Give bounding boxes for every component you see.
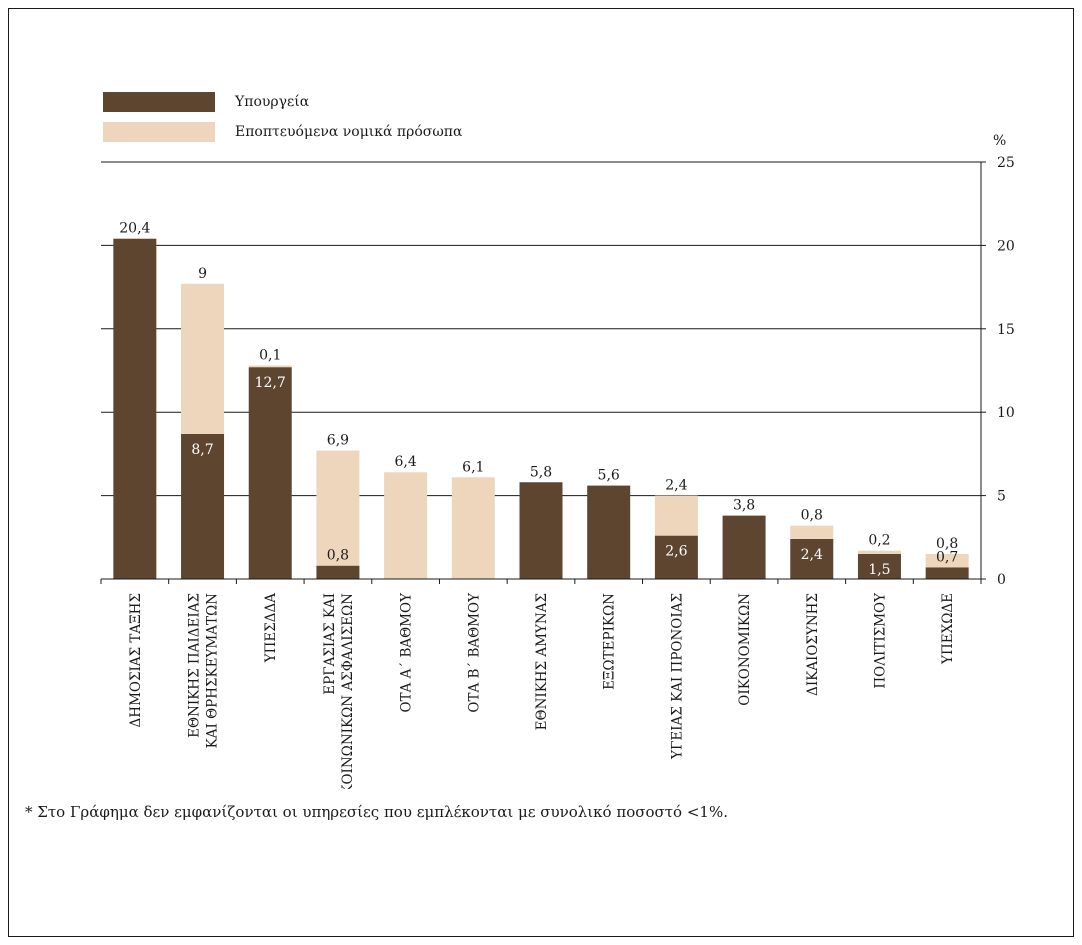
category-label: ΕΘΝΙΚΗΣ ΑΜΥΝΑΣ: [534, 593, 550, 730]
data-label: 9: [198, 266, 207, 282]
gridlines: [101, 161, 981, 497]
data-label: 2,4: [801, 547, 823, 563]
data-label: 0,8: [327, 548, 349, 564]
data-label: 0,8: [801, 508, 823, 524]
y-tick-label: 25: [997, 155, 1015, 171]
bar-ministries: [654, 535, 698, 579]
legend-label: Υπουργεία: [234, 93, 310, 110]
chart-frame: Υπουργεία Εποπτευόμενα νομικά πρόσωπα 20,…: [8, 8, 1074, 937]
data-label: 5,6: [598, 468, 620, 484]
legend: Υπουργεία Εποπτευόμενα νομικά πρόσωπα: [103, 92, 463, 142]
bar-supervised-entities: [857, 550, 901, 554]
data-label: 0,8: [936, 536, 958, 552]
bar-ministries: [587, 485, 631, 579]
data-label: 1,5: [868, 562, 890, 578]
bar-ministries: [113, 238, 157, 579]
bar-ministries: [790, 538, 834, 579]
category-label: ΚΑΙ ΘΡΗΣΚΕΥΜΑΤΩΝ: [205, 593, 221, 749]
bar-supervised-entities: [384, 472, 428, 579]
data-label: 3,8: [733, 498, 755, 514]
data-label: 0,2: [868, 533, 890, 549]
data-label: 20,4: [119, 221, 150, 237]
bar-supervised-entities: [316, 450, 360, 566]
x-axis-labels: ΔΗΜΟΣΙΑΣ ΤΑΞΗΣ ΕΘΝΙΚΗΣ ΠΑΙΔΕΙΑΣ ΚΑΙ ΘΡΗΣΚΕ…: [128, 592, 956, 789]
category-label: ΥΠΕΣΔΔΑ: [263, 593, 279, 664]
data-label: 0,1: [259, 347, 281, 363]
footnote: * Στο Γράφημα δεν εμφανίζονται οι υπηρεσ…: [25, 803, 728, 821]
legend-swatch: [103, 92, 215, 112]
y-tick-label: 5: [997, 489, 1006, 505]
bar-supervised-entities: [654, 495, 698, 536]
bar-ministries: [316, 565, 360, 579]
y-tick-label: 20: [997, 238, 1015, 254]
data-label: 2,4: [665, 478, 687, 494]
bar-supervised-entities: [248, 365, 292, 368]
category-label: ΚΟΙΝΩΝΙΚΩΝ ΑΣΦΑΛΙΣΕΩΝ: [340, 593, 356, 789]
category-label: ΟΤΑ Β΄ ΒΑΘΜΟΥ: [466, 592, 482, 713]
y-unit-label: %: [993, 133, 1006, 149]
legend-swatch: [103, 122, 215, 142]
category-label: ΔΗΜΟΣΙΑΣ ΤΑΞΗΣ: [128, 593, 144, 727]
data-label: 6,1: [462, 459, 484, 475]
category-label: ΥΓΕΙΑΣ ΚΑΙ ΠΡΟΝΟΙΑΣ: [669, 593, 685, 760]
category-label: ΟΙΚΟΝΟΜΙΚΩΝ: [737, 593, 753, 706]
bar-ministries: [181, 433, 225, 579]
category-label: ΠΟΛΙΤΙΣΜΟΥ: [872, 592, 888, 689]
data-label: 6,4: [394, 454, 416, 470]
bar-ministries: [925, 567, 969, 579]
y-tick-label: 15: [997, 322, 1015, 338]
y-tick-label: 10: [997, 405, 1015, 421]
data-label: 5,8: [530, 464, 552, 480]
category-label: ΕΞΩΤΕΡΙΚΩΝ: [602, 593, 618, 690]
legend-label: Εποπτευόμενα νομικά πρόσωπα: [235, 124, 463, 140]
bar-ministries: [519, 482, 563, 579]
category-label: ΥΠΕΧΩΔΕ: [940, 593, 956, 665]
category-label: ΕΡΓΑΣΙΑΣ ΚΑΙ: [322, 593, 338, 695]
bar-ministries: [722, 515, 766, 579]
bar-supervised-entities: [790, 525, 834, 539]
bar-ministries: [857, 553, 901, 579]
data-label: 6,9: [327, 433, 349, 449]
bar-ministries: [248, 367, 292, 579]
bars: 20,4 9 8,7 0,1 12,7 6,9 0,8 6,4 6,1 5,8 5,6 2,4 2,6 3…: [113, 221, 969, 579]
y-tick-label: 0: [997, 572, 1006, 588]
data-label: 0,7: [936, 549, 958, 565]
bar-supervised-entities: [925, 553, 969, 568]
bar-chart: Υπουργεία Εποπτευόμενα νομικά πρόσωπα 20,…: [100, 92, 1015, 789]
data-label: 2,6: [665, 544, 687, 560]
bar-supervised-entities: [451, 477, 495, 579]
data-label: 8,7: [191, 442, 213, 458]
category-label: ΔΙΚΑΙΟΣΥΝΗΣ: [805, 593, 821, 696]
category-label: ΟΤΑ Α΄ ΒΑΘΜΟΥ: [399, 592, 415, 713]
y-axis: 0 5 10 15 20 25%: [100, 133, 1015, 588]
bar-supervised-entities: [181, 283, 225, 434]
data-label: 12,7: [255, 375, 286, 391]
category-label: ΕΘΝΙΚΗΣ ΠΑΙΔΕΙΑΣ: [187, 593, 203, 738]
